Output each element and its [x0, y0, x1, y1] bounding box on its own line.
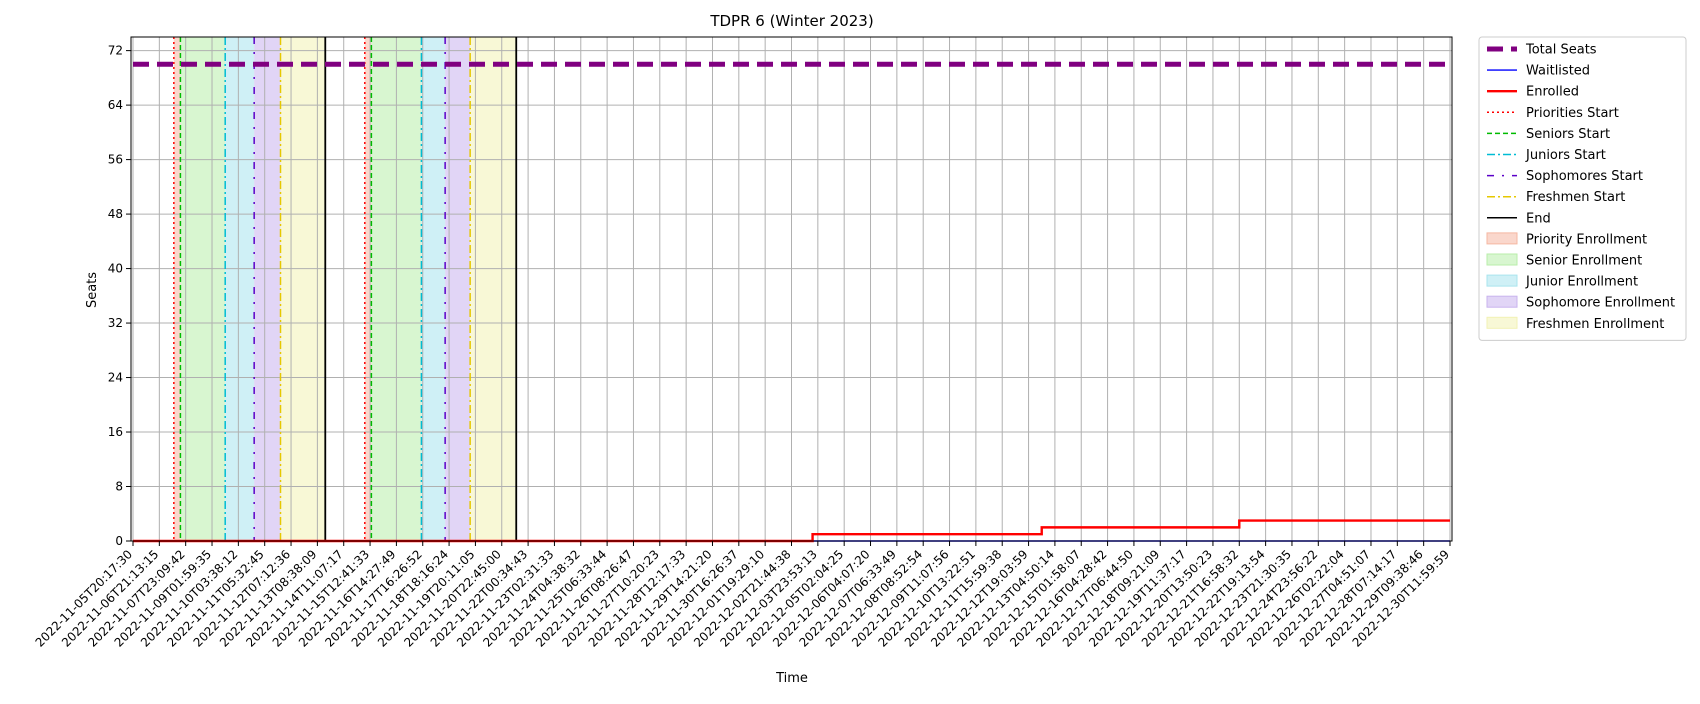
span-junior-enrollment — [225, 37, 255, 541]
legend-label: Juniors Start — [1525, 148, 1606, 163]
legend: Total Seats Waitlisted Enrolled Priorities … — [1478, 36, 1687, 341]
legend-swatch — [1486, 295, 1518, 308]
series-enrolled — [133, 519, 1450, 543]
span-freshmen-enrollment — [470, 37, 517, 541]
y-tick-label: 8 — [115, 480, 123, 494]
legend-label: Sophomore Enrollment — [1526, 296, 1675, 311]
chart-title: TDPR 6 (Winter 2023) — [709, 12, 873, 30]
legend-label: Enrolled — [1526, 85, 1579, 100]
legend-label: Waitlisted — [1526, 64, 1590, 79]
legend-label: Junior Enrollment — [1525, 275, 1638, 290]
legend-swatch — [1486, 253, 1518, 266]
legend-label: End — [1526, 211, 1551, 226]
legend-label: Total Seats — [1525, 43, 1597, 58]
legend-label: Freshmen Start — [1526, 190, 1625, 205]
y-tick-label: 48 — [108, 207, 123, 221]
span-priority-enrollment — [364, 37, 372, 541]
legend-label: Senior Enrollment — [1526, 254, 1642, 269]
span-priority-enrollment — [173, 37, 181, 541]
legend-label: Priorities Start — [1526, 106, 1619, 121]
y-tick-label: 56 — [108, 153, 123, 167]
y-tick-label: 64 — [108, 98, 123, 112]
x-axis-label: Time — [775, 671, 808, 686]
legend-label: Sophomores Start — [1526, 169, 1643, 184]
span-freshmen-enrollment — [280, 37, 326, 541]
legend-label: Priority Enrollment — [1526, 232, 1647, 247]
span-sophomore-enrollment — [254, 37, 281, 541]
y-tick-label: 24 — [108, 371, 123, 385]
y-tick-label: 0 — [115, 534, 123, 548]
legend-label: Seniors Start — [1526, 127, 1610, 142]
y-tick-label: 32 — [108, 316, 123, 330]
y-tick-label: 16 — [108, 425, 123, 439]
y-tick-label: 40 — [108, 262, 123, 276]
legend-label: Freshmen Enrollment — [1526, 317, 1664, 332]
legend-box — [1478, 36, 1687, 341]
legend-swatch — [1486, 232, 1518, 245]
legend-swatch — [1486, 316, 1518, 329]
y-tick-label: 72 — [108, 44, 123, 58]
y-axis-label: Seats — [85, 272, 100, 308]
legend-swatch — [1486, 274, 1518, 287]
span-junior-enrollment — [421, 37, 446, 541]
span-senior-enrollment — [180, 37, 226, 541]
